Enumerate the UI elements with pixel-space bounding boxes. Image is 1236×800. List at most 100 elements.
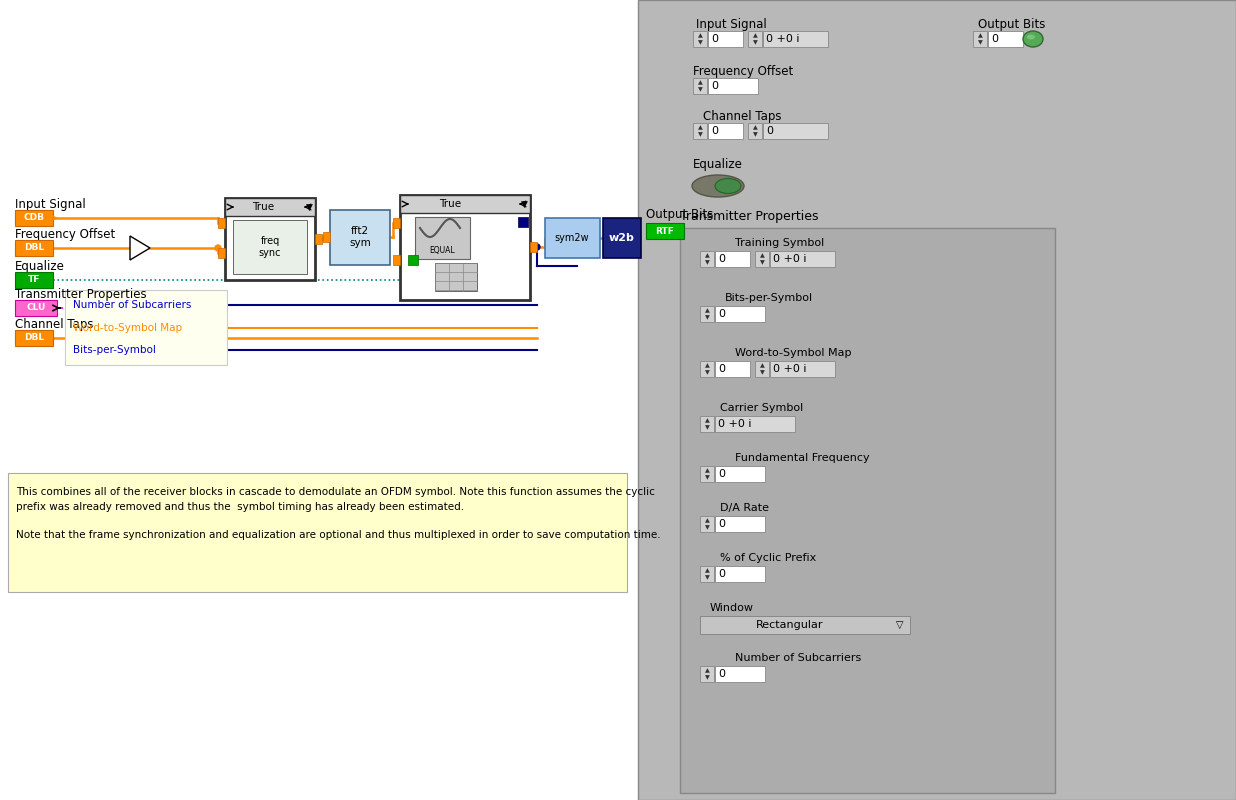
Text: ▼: ▼ [697, 87, 702, 92]
FancyBboxPatch shape [714, 306, 765, 322]
FancyBboxPatch shape [218, 248, 225, 258]
FancyBboxPatch shape [603, 218, 641, 258]
FancyBboxPatch shape [15, 210, 53, 226]
FancyBboxPatch shape [315, 234, 323, 244]
FancyBboxPatch shape [15, 330, 53, 346]
Text: ▲: ▲ [697, 80, 702, 85]
FancyBboxPatch shape [708, 78, 758, 94]
Text: ▲: ▲ [753, 33, 758, 38]
Text: freq
sync: freq sync [258, 236, 282, 258]
FancyBboxPatch shape [393, 255, 400, 265]
Polygon shape [130, 236, 150, 260]
FancyBboxPatch shape [393, 218, 400, 228]
Circle shape [215, 245, 221, 251]
FancyBboxPatch shape [714, 361, 750, 377]
Text: Training Symbol: Training Symbol [735, 238, 824, 248]
FancyBboxPatch shape [714, 516, 765, 532]
Text: 0 +0 i: 0 +0 i [772, 364, 807, 374]
Text: 0: 0 [991, 34, 997, 44]
Text: ▼: ▼ [705, 675, 709, 680]
Text: ▼: ▼ [705, 525, 709, 530]
FancyBboxPatch shape [714, 416, 795, 432]
FancyBboxPatch shape [15, 240, 53, 256]
Text: Rectangular: Rectangular [756, 620, 823, 630]
Text: ▼: ▼ [705, 575, 709, 580]
FancyBboxPatch shape [323, 232, 330, 242]
Text: ▼: ▼ [697, 132, 702, 137]
Text: DBL: DBL [23, 243, 44, 253]
Text: 0 +0 i: 0 +0 i [766, 34, 800, 44]
Ellipse shape [1027, 34, 1035, 39]
FancyBboxPatch shape [748, 123, 763, 139]
FancyBboxPatch shape [700, 616, 910, 634]
FancyBboxPatch shape [763, 123, 828, 139]
Text: 0: 0 [766, 126, 772, 136]
FancyBboxPatch shape [15, 300, 57, 316]
Ellipse shape [1023, 31, 1043, 47]
FancyBboxPatch shape [435, 263, 477, 291]
Text: ▼: ▼ [520, 199, 528, 209]
FancyBboxPatch shape [700, 306, 714, 322]
Text: 0: 0 [718, 254, 726, 264]
Ellipse shape [692, 175, 744, 197]
Text: ▼: ▼ [705, 315, 709, 320]
Text: ▲: ▲ [978, 33, 983, 38]
FancyBboxPatch shape [66, 290, 227, 365]
Text: ▼: ▼ [697, 40, 702, 45]
Text: ▼: ▼ [760, 260, 764, 265]
FancyBboxPatch shape [700, 466, 714, 482]
Text: Transmitter Properties: Transmitter Properties [15, 288, 147, 301]
Text: 0: 0 [718, 569, 726, 579]
Ellipse shape [714, 178, 742, 194]
Text: Channel Taps: Channel Taps [703, 110, 781, 123]
Text: fft2
sym: fft2 sym [349, 226, 371, 248]
Text: ▲: ▲ [705, 363, 709, 368]
Text: This combines all of the receiver blocks in cascade to demodulate an OFDM symbol: This combines all of the receiver blocks… [16, 487, 655, 497]
Text: 0: 0 [718, 364, 726, 374]
FancyBboxPatch shape [973, 31, 988, 47]
Text: Fundamental Frequency: Fundamental Frequency [735, 453, 870, 463]
Text: DBL: DBL [23, 334, 44, 342]
Text: Word-to-Symbol Map: Word-to-Symbol Map [735, 348, 852, 358]
Text: ▽: ▽ [896, 620, 904, 630]
Text: Frequency Offset: Frequency Offset [15, 228, 115, 241]
FancyBboxPatch shape [530, 242, 536, 252]
Text: Number of Subcarriers: Number of Subcarriers [735, 653, 861, 663]
Text: ▼: ▼ [705, 425, 709, 430]
FancyBboxPatch shape [408, 255, 418, 265]
Text: CLU: CLU [26, 303, 46, 313]
FancyBboxPatch shape [680, 228, 1056, 793]
Text: ▼: ▼ [753, 132, 758, 137]
Text: ▼: ▼ [978, 40, 983, 45]
Text: ▲: ▲ [705, 568, 709, 573]
Text: TF: TF [28, 275, 41, 285]
Text: ▲: ▲ [760, 253, 764, 258]
Text: Frequency Offset: Frequency Offset [693, 65, 794, 78]
FancyBboxPatch shape [714, 666, 765, 682]
Text: ▲: ▲ [705, 518, 709, 523]
Text: ▲: ▲ [760, 363, 764, 368]
Text: ▲: ▲ [697, 33, 702, 38]
FancyBboxPatch shape [415, 217, 470, 259]
Text: ▲: ▲ [705, 308, 709, 313]
FancyBboxPatch shape [700, 516, 714, 532]
Text: 0: 0 [711, 34, 718, 44]
Text: 0: 0 [718, 669, 726, 679]
Text: 0: 0 [711, 126, 718, 136]
FancyBboxPatch shape [7, 473, 627, 592]
Text: ▼: ▼ [705, 475, 709, 480]
FancyBboxPatch shape [545, 218, 599, 258]
FancyBboxPatch shape [708, 31, 743, 47]
FancyBboxPatch shape [988, 31, 1023, 47]
Text: Word-to-Symbol Map: Word-to-Symbol Map [73, 323, 182, 333]
FancyBboxPatch shape [714, 466, 765, 482]
FancyBboxPatch shape [693, 31, 707, 47]
FancyBboxPatch shape [700, 251, 714, 267]
FancyBboxPatch shape [0, 0, 638, 800]
Text: 0: 0 [718, 469, 726, 479]
Text: ▼: ▼ [305, 202, 313, 211]
Text: True: True [252, 202, 274, 212]
Text: Input Signal: Input Signal [15, 198, 85, 211]
Text: Bits-per-Symbol: Bits-per-Symbol [726, 293, 813, 303]
FancyBboxPatch shape [700, 566, 714, 582]
